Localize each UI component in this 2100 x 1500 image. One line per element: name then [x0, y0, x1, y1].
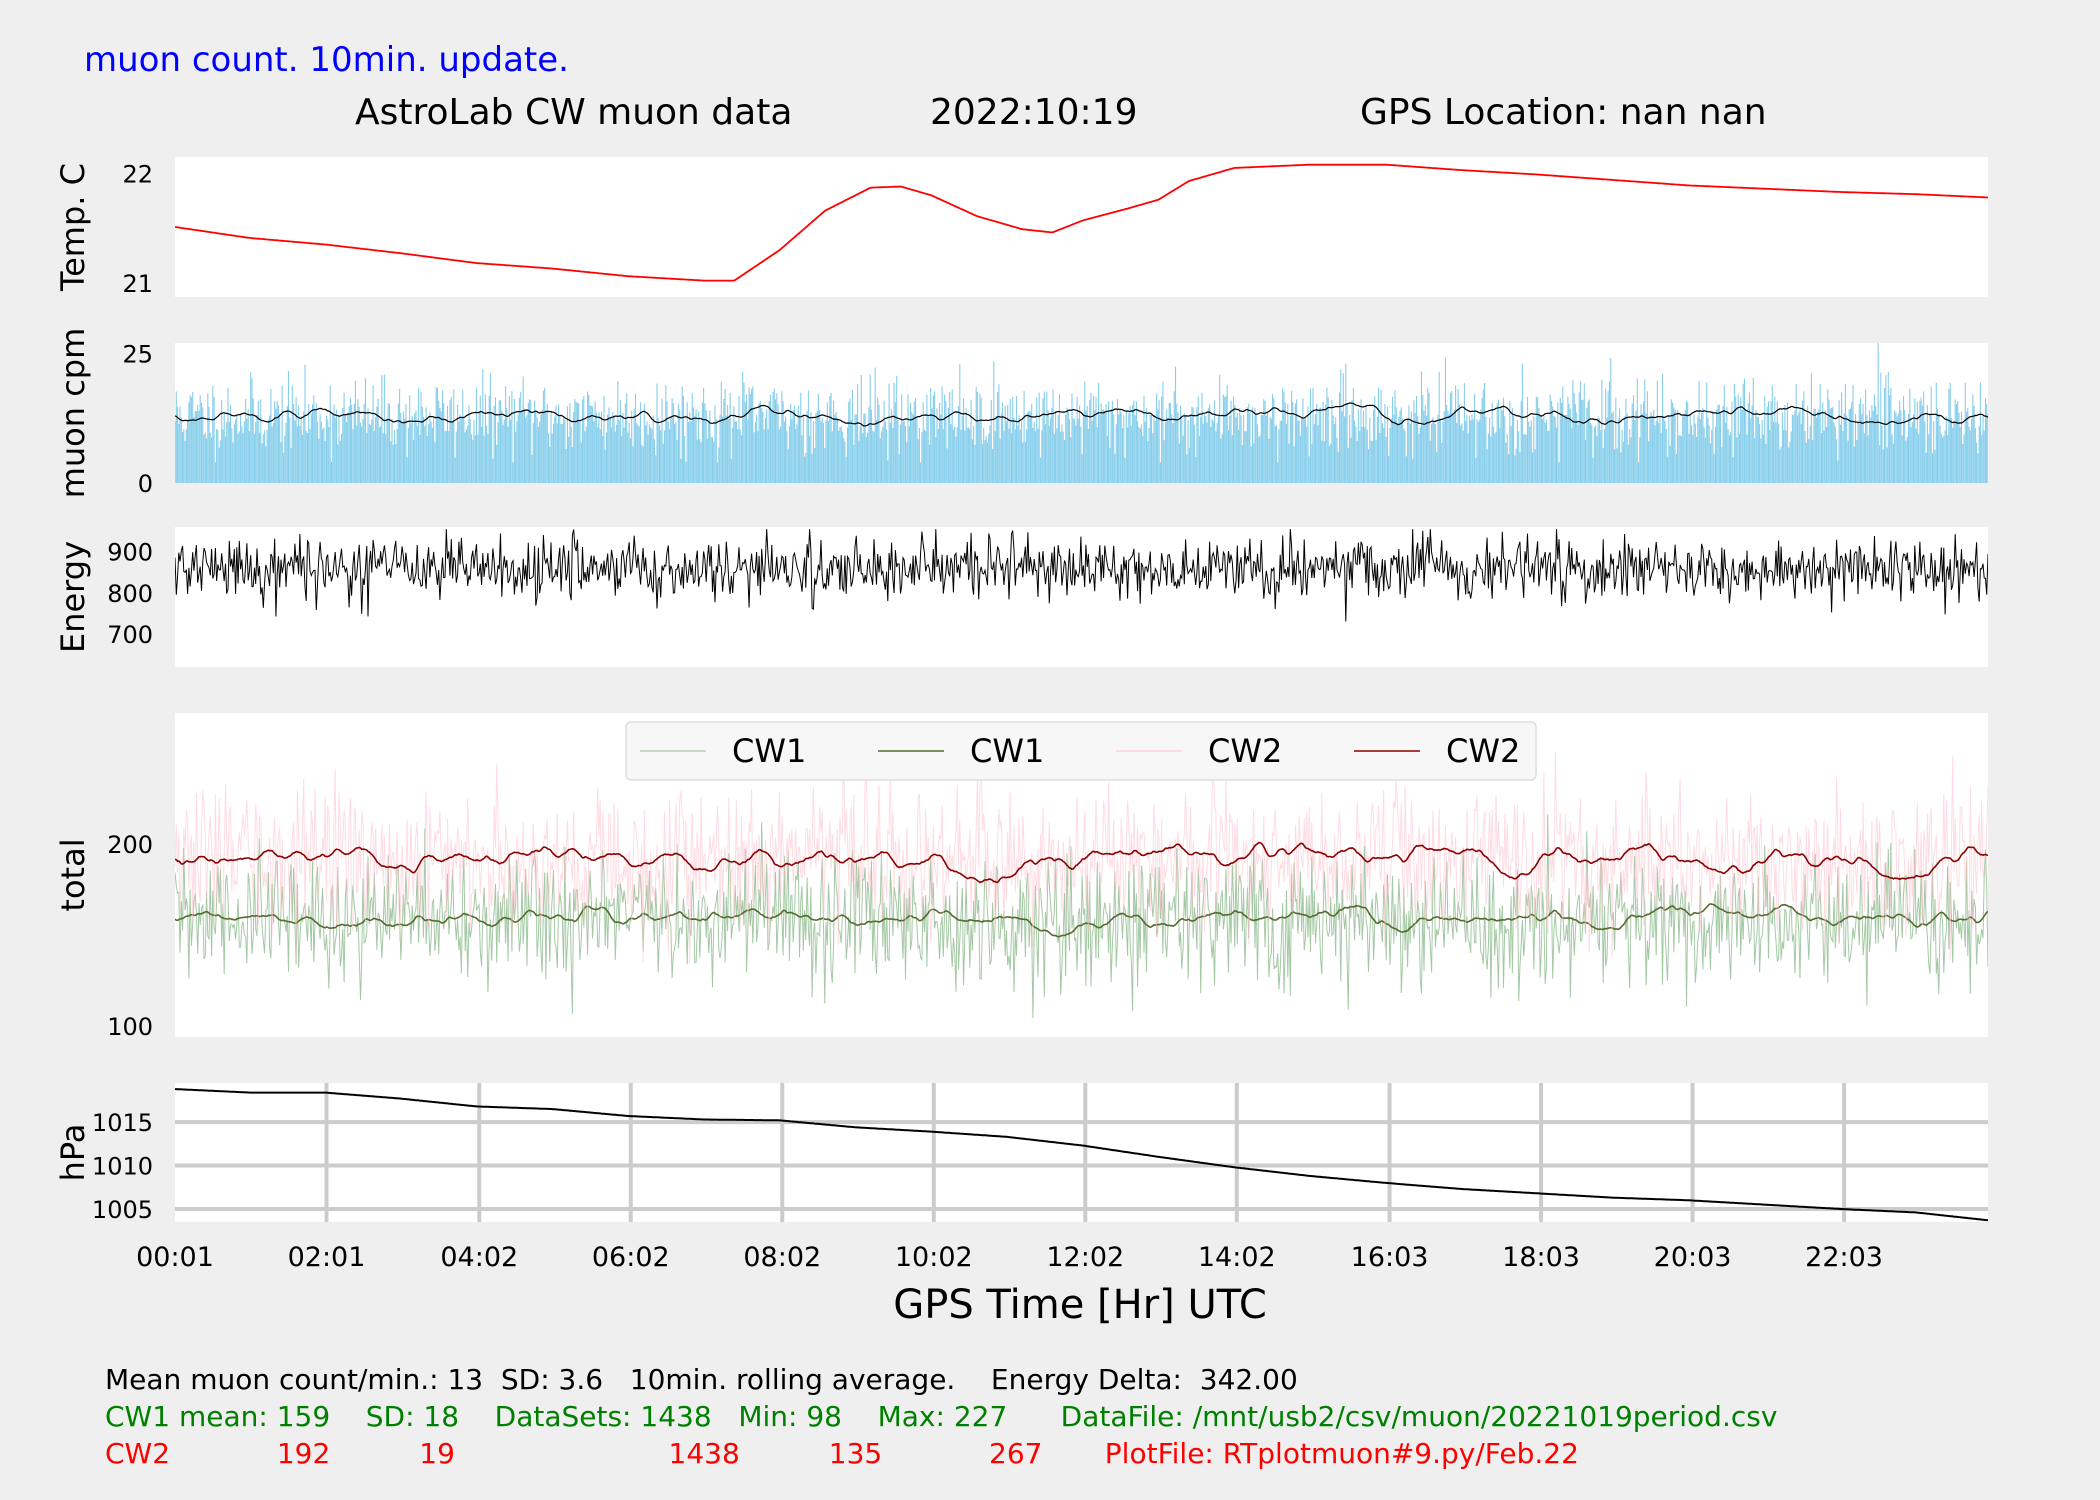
- update-note: muon count. 10min. update.: [84, 40, 569, 80]
- muon-series: [175, 343, 1988, 483]
- x-tick-14:02: 14:02: [1198, 1242, 1276, 1273]
- pressure-ylabel: hPa: [54, 1124, 92, 1182]
- pressure-ytick-1010: 1010: [92, 1153, 153, 1181]
- x-tick-18:03: 18:03: [1502, 1242, 1580, 1273]
- total-ylabel: total: [54, 838, 92, 911]
- pressure-series-line-0: [175, 1088, 1988, 1222]
- legend-label-1: CW1: [970, 732, 1044, 770]
- pressure-ytick-1005: 1005: [92, 1196, 153, 1224]
- pressure-ytick-1015: 1015: [92, 1109, 153, 1137]
- x-axis: 00:01 02:01 04:02 06:02 08:02 10:02 12:02 14:02…: [136, 1242, 1883, 1273]
- x-tick-06:02: 06:02: [592, 1242, 670, 1273]
- panel-temp: 21 22 Temp. C: [54, 157, 1988, 298]
- total-series-cw2-rolling-3: [175, 841, 1988, 884]
- energy-series: [175, 529, 1988, 622]
- temp-ylabel: Temp. C: [54, 163, 92, 292]
- chart-title: AstroLab CW muon data: [355, 92, 792, 133]
- pressure-series: [175, 1088, 1988, 1222]
- legend: CW1 CW1 CW2 CW2: [625, 721, 1537, 781]
- gps-location: GPS Location: nan nan: [1360, 92, 1767, 133]
- muon-count-bars: [175, 343, 1988, 483]
- chart-date: 2022:10:19: [930, 92, 1138, 133]
- panel-energy: 700 800 900 Energy: [54, 527, 1988, 667]
- panel-total: 100 200 total CW1 CW1 CW2 CW2: [54, 713, 1988, 1041]
- x-tick-10:02: 10:02: [895, 1242, 973, 1273]
- x-axis-label: GPS Time [Hr] UTC: [893, 1282, 1267, 1328]
- total-series-cw2-noise-2: [175, 733, 1988, 963]
- temp-plot-area: [175, 157, 1988, 297]
- temp-series-line-0: [175, 163, 1988, 282]
- energy-ylabel: Energy: [54, 541, 92, 653]
- x-tick-12:02: 12:02: [1046, 1242, 1124, 1273]
- total-series-cw1-rolling-1: [175, 903, 1988, 938]
- x-tick-08:02: 08:02: [743, 1242, 821, 1273]
- x-tick-00:01: 00:01: [136, 1242, 214, 1273]
- muon-ytick-0: 0: [138, 470, 153, 498]
- energy-ytick-700: 700: [107, 621, 153, 649]
- total-series: [175, 733, 1988, 1018]
- muon-ytick-25: 25: [122, 340, 153, 368]
- stats-cw1: CW1 mean: 159 SD: 18 DataSets: 1438 Min:…: [105, 1400, 1778, 1433]
- x-tick-04:02: 04:02: [440, 1242, 518, 1273]
- panels-group: 21 22 Temp. C 0 25 muon cpm 700 800 900 Energy 100…: [54, 157, 1988, 1224]
- stats-cw2: CW2 192 19 1438 135 267 PlotFile: RTplot…: [105, 1437, 1579, 1470]
- panel-muon: 0 25 muon cpm: [54, 328, 1988, 499]
- legend-label-0: CW1: [732, 732, 806, 770]
- temp-ytick-22: 22: [122, 160, 153, 188]
- total-series-cw1-noise-0: [175, 814, 1988, 1018]
- temp-ytick-21: 21: [122, 270, 153, 298]
- energy-ytick-800: 800: [107, 580, 153, 608]
- x-tick-16:03: 16:03: [1351, 1242, 1429, 1273]
- x-tick-22:03: 22:03: [1805, 1242, 1883, 1273]
- x-tick-02:01: 02:01: [288, 1242, 366, 1273]
- legend-label-3: CW2: [1446, 732, 1520, 770]
- energy-ytick-900: 900: [107, 539, 153, 567]
- legend-box: [625, 721, 1537, 781]
- x-tick-20:03: 20:03: [1654, 1242, 1732, 1273]
- stats-summary: Mean muon count/min.: 13 SD: 3.6 10min. …: [105, 1363, 1298, 1396]
- energy-series-noise-0: [175, 529, 1988, 622]
- legend-label-2: CW2: [1208, 732, 1282, 770]
- temp-series: [175, 163, 1988, 282]
- muon-series-rolling-1: [175, 402, 1988, 427]
- total-ytick-100: 100: [107, 1013, 153, 1041]
- total-ytick-200: 200: [107, 831, 153, 859]
- muon-ylabel: muon cpm: [54, 328, 92, 499]
